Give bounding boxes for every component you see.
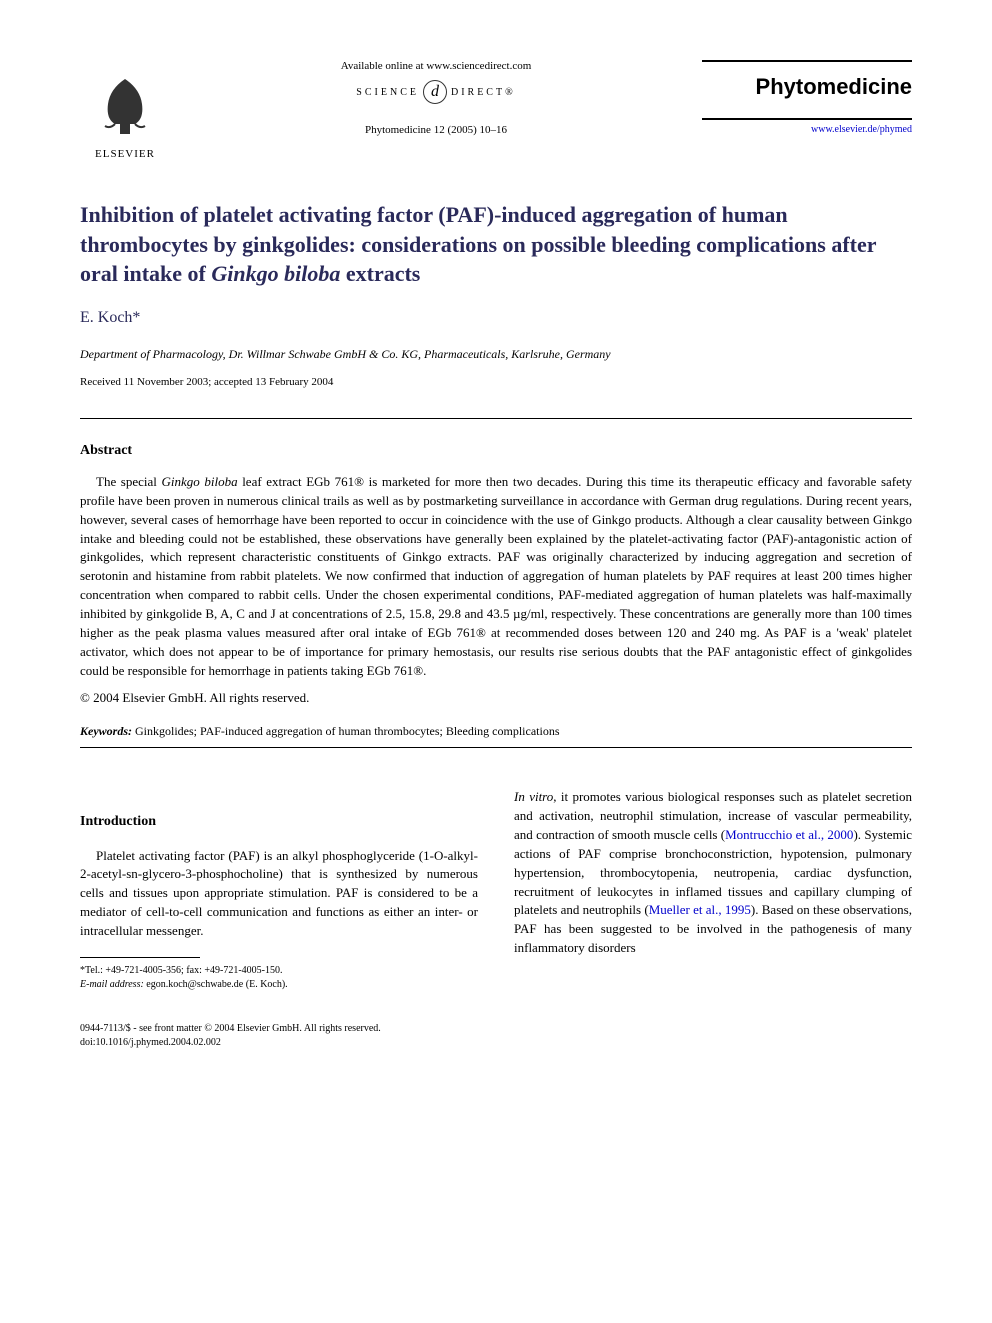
footer-line1: 0944-7113/$ - see front matter © 2004 El…	[80, 1022, 912, 1036]
footer-line2: doi:10.1016/j.phymed.2004.02.002	[80, 1036, 912, 1050]
keywords-text: Ginkgolides; PAF-induced aggregation of …	[132, 724, 560, 738]
author-name: E. Koch*	[80, 309, 912, 327]
footer-info: 0944-7113/$ - see front matter © 2004 El…	[80, 1022, 912, 1050]
intro-para1: Platelet activating factor (PAF) is an a…	[80, 847, 478, 941]
sd-left: SCIENCE	[356, 87, 419, 98]
corresponding-author: *Tel.: +49-721-4005-356; fax: +49-721-40…	[80, 964, 478, 978]
email-line: E-mail address: egon.koch@schwabe.de (E.…	[80, 978, 478, 992]
citation-1[interactable]: Montrucchio et al., 2000	[725, 827, 853, 842]
footnote-divider	[80, 957, 200, 958]
divider	[80, 418, 912, 419]
copyright-line: © 2004 Elsevier GmbH. All rights reserve…	[80, 690, 912, 706]
journal-reference: Phytomedicine 12 (2005) 10–16	[190, 124, 682, 136]
body-columns: Introduction Platelet activating factor …	[80, 788, 912, 992]
email-address: egon.koch@schwabe.de (E. Koch).	[144, 979, 288, 990]
introduction-heading: Introduction	[80, 812, 478, 832]
abstract-italic1: Ginkgo biloba	[162, 474, 238, 489]
elsevier-logo: ELSEVIER	[80, 60, 170, 160]
sd-right: DIRECT®	[451, 87, 516, 98]
elsevier-tree-icon	[90, 74, 160, 144]
invitro: In vitro	[514, 789, 553, 804]
abstract-pre: The special	[96, 474, 162, 489]
email-label: E-mail address:	[80, 979, 144, 990]
affiliation: Department of Pharmacology, Dr. Willmar …	[80, 347, 912, 362]
title-part1: Inhibition of platelet activating factor…	[80, 202, 876, 286]
journal-url[interactable]: www.elsevier.de/phymed	[702, 124, 912, 135]
journal-name: Phytomedicine	[702, 60, 912, 120]
article-dates: Received 11 November 2003; accepted 13 F…	[80, 376, 912, 388]
sd-at-icon: d	[423, 80, 447, 104]
divider	[80, 747, 912, 748]
abstract-body: The special Ginkgo biloba leaf extract E…	[80, 473, 912, 680]
title-part2: extracts	[340, 261, 420, 286]
intro-para2: In vitro, it promotes various biological…	[514, 788, 912, 958]
page-header: ELSEVIER Available online at www.science…	[80, 60, 912, 160]
title-italic: Ginkgo biloba	[211, 261, 340, 286]
abstract-heading: Abstract	[80, 443, 912, 459]
citation-2[interactable]: Mueller et al., 1995	[649, 902, 751, 917]
keywords-line: Keywords: Ginkgolides; PAF-induced aggre…	[80, 724, 912, 739]
header-right: Phytomedicine www.elsevier.de/phymed	[702, 60, 912, 135]
abstract-mid: leaf extract EGb 761® is marketed for mo…	[80, 474, 912, 677]
header-center: Available online at www.sciencedirect.co…	[170, 60, 702, 136]
elsevier-label: ELSEVIER	[95, 148, 155, 160]
column-right: In vitro, it promotes various biological…	[514, 788, 912, 992]
column-left: Introduction Platelet activating factor …	[80, 788, 478, 992]
article-title: Inhibition of platelet activating factor…	[80, 200, 912, 289]
keywords-label: Keywords:	[80, 724, 132, 738]
available-online-text: Available online at www.sciencedirect.co…	[190, 60, 682, 72]
science-direct-logo: SCIENCE d DIRECT®	[190, 80, 682, 104]
